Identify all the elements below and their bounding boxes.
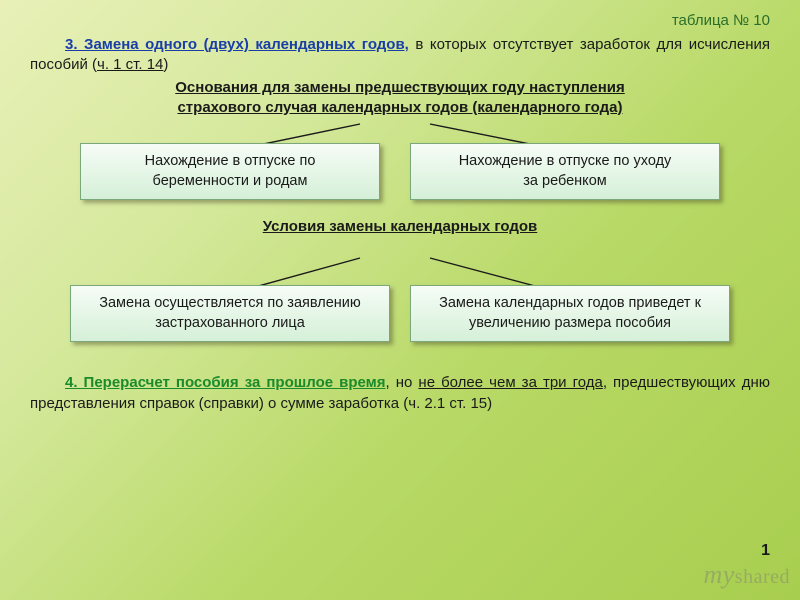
section-4-title-link: 4. Перерасчет пособия за прошлое время — [65, 374, 386, 391]
conditions-title: Условия замены календарных годов — [30, 218, 770, 235]
table-number-label: таблица № 10 — [672, 12, 770, 29]
section-4-paragraph: 4. Перерасчет пособия за прошлое время, … — [30, 372, 770, 414]
section-3-title-link: 3. Замена одного (двух) календарных годо… — [65, 36, 409, 53]
box-maternity-leave: Нахождение в отпуске по беременности и р… — [80, 143, 380, 200]
watermark-main: shared — [735, 566, 790, 588]
law-ref-link: ч. 1 ст. 14 — [97, 56, 163, 73]
box-maternity-l1: Нахождение в отпуске по — [145, 153, 316, 169]
slide-content: 3. Замена одного (двух) календарных годо… — [0, 0, 800, 434]
section-3-paragraph: 3. Замена одного (двух) календарных годо… — [30, 35, 770, 76]
page-number: 1 — [761, 542, 770, 560]
top-boxes-row: Нахождение в отпуске по беременности и р… — [30, 143, 770, 200]
section-4-underline: не более чем за три года — [418, 374, 602, 391]
box-request-l2: застрахованного лица — [155, 315, 305, 331]
box-childcare-l2: за ребенком — [523, 173, 606, 189]
box-by-request: Замена осуществляется по заявлению застр… — [70, 285, 390, 342]
section-3-close: ) — [163, 56, 168, 73]
box-childcare-leave: Нахождение в отпуске по уходу за ребенко… — [410, 143, 720, 200]
watermark: myshared — [703, 560, 790, 590]
box-increase-benefit: Замена календарных годов приведет к увел… — [410, 285, 730, 342]
box-maternity-l2: беременности и родам — [153, 173, 308, 189]
grounds-subtitle: Основания для замены предшествующих году… — [30, 78, 770, 119]
box-increase-l2: увеличению размера пособия — [469, 315, 671, 331]
watermark-prefix: my — [703, 560, 734, 589]
box-request-l1: Замена осуществляется по заявлению — [99, 295, 361, 311]
bottom-boxes-row: Замена осуществляется по заявлению застр… — [30, 285, 770, 342]
box-increase-l1: Замена календарных годов приведет к — [439, 295, 701, 311]
section-4-mid: , но — [386, 374, 419, 391]
subtitle-line1: Основания для замены предшествующих году… — [175, 79, 624, 96]
box-childcare-l1: Нахождение в отпуске по уходу — [459, 153, 672, 169]
subtitle-line2: страхового случая календарных годов (кал… — [177, 99, 622, 116]
